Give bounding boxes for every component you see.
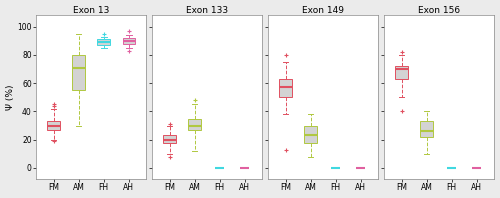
Title: Exon 13: Exon 13 [73,6,110,15]
Bar [164,135,176,143]
Bar [420,121,433,137]
Bar [188,119,201,130]
Title: Exon 133: Exon 133 [186,6,228,15]
Title: Exon 156: Exon 156 [418,6,461,15]
Bar [98,39,110,45]
Bar [396,66,408,79]
Bar [72,55,85,90]
Y-axis label: Ψ (%): Ψ (%) [6,85,15,110]
Bar [48,121,60,130]
Bar [280,79,292,97]
Title: Exon 149: Exon 149 [302,6,344,15]
Bar [122,38,135,44]
Bar [304,126,317,143]
